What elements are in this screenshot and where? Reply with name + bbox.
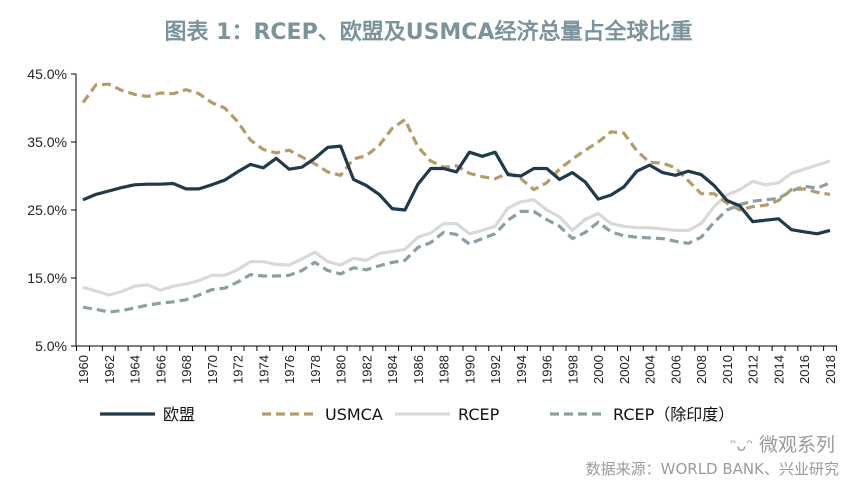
y-tick-label: 25.0% xyxy=(27,202,67,218)
chart-title: 图表 1：RCEP、欧盟及USMCA经济总量占全球比重 xyxy=(164,20,693,45)
series-line-2 xyxy=(82,159,831,297)
legend-label: 欧盟 xyxy=(163,405,195,424)
source-note: 数据来源：WORLD BANK、兴业研究 xyxy=(585,460,839,478)
x-tick-label: 1974 xyxy=(256,355,271,384)
x-tick-label: 1968 xyxy=(179,355,194,384)
x-tick-label: 2012 xyxy=(746,355,761,384)
x-tick-label: 1990 xyxy=(462,355,477,384)
x-tick-label: 1972 xyxy=(231,355,246,384)
x-tick-label: 2000 xyxy=(591,355,606,384)
x-tick-label: 2006 xyxy=(668,355,683,384)
x-tick-label: 1970 xyxy=(205,355,220,384)
x-tick-label: 1982 xyxy=(359,355,374,384)
legend-label: RCEP xyxy=(458,405,500,424)
series-line-0 xyxy=(82,144,831,236)
x-tick-label: 1994 xyxy=(514,355,529,384)
series-line-3 xyxy=(82,181,831,314)
x-tick-label: 2008 xyxy=(694,355,709,384)
x-tick-label: 2016 xyxy=(797,355,812,384)
x-tick-label: 1992 xyxy=(488,355,503,384)
legend-label: USMCA xyxy=(325,405,383,424)
x-tick-label: 1986 xyxy=(411,355,426,384)
x-tick-label: 1960 xyxy=(76,355,91,384)
x-tick-label: 2018 xyxy=(823,355,838,384)
legend-label: RCEP（除印度） xyxy=(613,405,734,424)
x-tick-label: 1976 xyxy=(282,355,297,384)
x-tick-label: 1984 xyxy=(385,355,400,384)
x-tick-label: 1996 xyxy=(540,355,555,384)
watermark: ᵔᴗᵔ 微观系列 xyxy=(730,430,835,457)
x-tick-label: 1980 xyxy=(334,355,349,384)
x-tick-label: 1978 xyxy=(308,355,323,384)
x-tick-label: 1988 xyxy=(437,355,452,384)
x-tick-label: 1966 xyxy=(153,355,168,384)
y-tick-label: 45.0% xyxy=(27,66,67,82)
y-tick-label: 5.0% xyxy=(35,338,67,354)
x-tick-label: 2002 xyxy=(617,355,632,384)
wechat-icon: ᵔᴗᵔ xyxy=(729,436,753,455)
y-tick-label: 35.0% xyxy=(27,134,67,150)
y-tick-label: 15.0% xyxy=(27,270,67,286)
x-tick-label: 2014 xyxy=(771,355,786,384)
x-tick-label: 2010 xyxy=(720,355,735,384)
watermark-text: 微观系列 xyxy=(758,434,835,456)
x-tick-label: 2004 xyxy=(643,355,658,384)
x-tick-label: 1964 xyxy=(128,355,143,384)
x-tick-label: 1962 xyxy=(102,355,117,384)
x-tick-label: 1998 xyxy=(565,355,580,384)
series-line-1 xyxy=(81,82,831,212)
